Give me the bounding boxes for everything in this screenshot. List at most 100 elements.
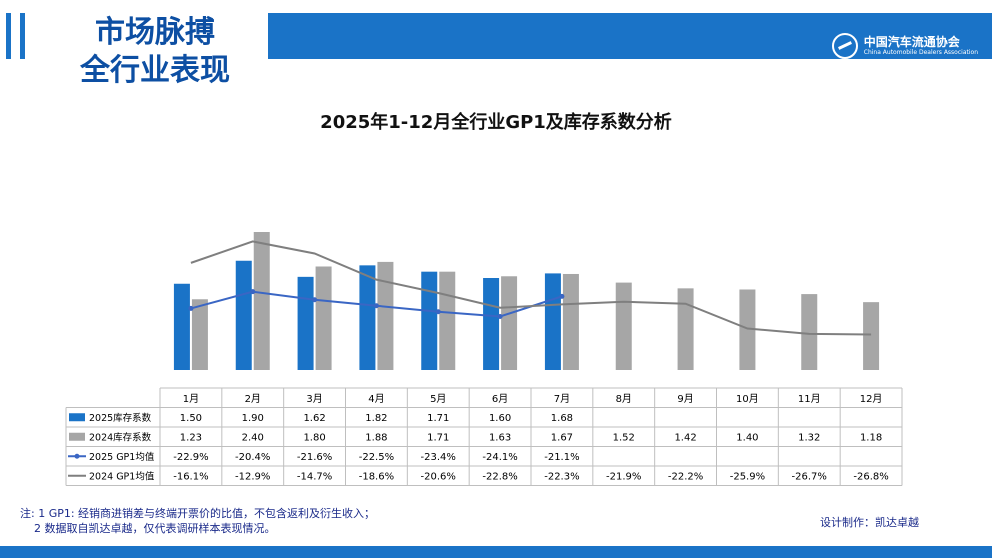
accent-bar-left (6, 13, 11, 59)
cell-2025-gp1-2: -20.4% (235, 452, 270, 463)
bar-2024-2 (253, 232, 270, 370)
brand: 中国汽车流通协会 China Automobile Dealers Associ… (831, 33, 978, 59)
cell-2025-inventory-7: 1.68 (551, 413, 573, 424)
bar-2025-4 (359, 265, 376, 370)
bar-2024-1 (191, 299, 208, 370)
point-2025-gp1-7 (559, 293, 565, 299)
category-label-1: 1月 (183, 393, 199, 405)
cell-2025-inventory-2: 1.90 (242, 413, 264, 424)
bottom-bar (0, 546, 992, 558)
cell-2024-gp1-2: -12.9% (235, 471, 270, 482)
cell-2024-inventory-5: 1.71 (427, 432, 449, 443)
footnote-2: 2 数据取自凯达卓越，仅代表调研样本表现情况。 (34, 522, 276, 535)
bar-2024-6 (501, 276, 518, 370)
category-label-5: 5月 (430, 393, 446, 405)
bar-2025-5 (421, 271, 438, 370)
cell-2024-inventory-9: 1.42 (674, 432, 696, 443)
category-label-6: 6月 (492, 393, 508, 405)
category-label-10: 10月 (736, 393, 759, 405)
bar-2024-4 (377, 261, 394, 370)
brand-name-zh: 中国汽车流通协会 (863, 35, 960, 49)
bar-2025-1 (173, 283, 190, 370)
cell-2025-inventory-6: 1.60 (489, 413, 511, 424)
bar-2025-3 (297, 276, 314, 370)
cell-2025-gp1-1: -22.9% (173, 452, 208, 463)
header-band: 中国汽车流通协会 China Automobile Dealers Associ… (268, 13, 992, 59)
category-label-9: 9月 (677, 393, 693, 405)
bar-2024-12 (863, 302, 880, 370)
cell-2024-gp1-8: -21.9% (606, 471, 641, 482)
category-label-8: 8月 (616, 393, 632, 405)
bar-2024-9 (677, 288, 694, 370)
design-credit: 设计制作：凯达卓越 (820, 516, 919, 529)
brand-name-en: China Automobile Dealers Association (863, 49, 978, 56)
footnotes: 注: 1 GP1: 经销商进销差与终端开票价的比值，不包含返利及衍生收入； 2 … (20, 506, 375, 536)
section-title: 市场脉搏 全行业表现 (55, 14, 255, 90)
bar-2025-2 (235, 260, 252, 370)
bar-2024-5 (439, 271, 456, 370)
bar-2024-11 (801, 294, 818, 370)
cell-2024-gp1-12: -26.8% (853, 471, 888, 482)
cell-2024-gp1-6: -22.8% (482, 471, 517, 482)
legend-key-2025-inventory (69, 413, 85, 422)
cell-2024-inventory-10: 1.40 (736, 432, 758, 443)
cell-2024-gp1-3: -14.7% (297, 471, 332, 482)
cell-2024-gp1-10: -25.9% (730, 471, 765, 482)
line-2024-gp1 (190, 240, 872, 336)
cell-2024-gp1-7: -22.3% (544, 471, 579, 482)
cell-2024-inventory-12: 1.18 (860, 432, 882, 443)
cell-2025-inventory-4: 1.82 (365, 413, 387, 424)
cell-2024-inventory-4: 1.88 (365, 432, 387, 443)
legend-label-2025-gp1: 2025 GP1均值 (89, 451, 155, 463)
cell-2025-gp1-3: -21.6% (297, 452, 332, 463)
accent-bar-left-2 (20, 13, 25, 59)
legend-key-2024-inventory (69, 432, 85, 441)
cell-2024-inventory-2: 2.40 (242, 432, 264, 443)
cell-2025-inventory-3: 1.62 (303, 413, 325, 424)
bar-2024-10 (739, 289, 756, 370)
category-label-11: 11月 (798, 393, 821, 405)
section-title-line2: 全行业表现 (80, 53, 230, 88)
cell-2024-inventory-3: 1.80 (303, 432, 325, 443)
cell-2024-inventory-6: 1.63 (489, 432, 511, 443)
point-2025-gp1-6 (497, 313, 503, 319)
cell-2025-gp1-5: -23.4% (421, 452, 456, 463)
point-2025-gp1-3 (312, 297, 318, 303)
category-label-7: 7月 (554, 393, 570, 405)
cell-2025-gp1-7: -21.1% (544, 452, 579, 463)
legend-label-2025-inventory: 2025库存系数 (89, 412, 152, 424)
cell-2024-inventory-11: 1.32 (798, 432, 820, 443)
cell-2024-gp1-11: -26.7% (792, 471, 827, 482)
cell-2024-inventory-7: 1.67 (551, 432, 573, 443)
category-label-4: 4月 (368, 393, 384, 405)
category-label-3: 3月 (306, 393, 322, 405)
cell-2024-gp1-5: -20.6% (421, 471, 456, 482)
category-label-2: 2月 (245, 393, 261, 405)
point-2025-gp1-4 (373, 303, 379, 309)
bar-2025-7 (544, 273, 561, 370)
cell-2024-gp1-4: -18.6% (359, 471, 394, 482)
legend-label-2024-gp1: 2024 GP1均值 (89, 470, 155, 482)
bar-2024-3 (315, 266, 332, 370)
cell-2025-gp1-4: -22.5% (359, 452, 394, 463)
cell-2025-inventory-5: 1.71 (427, 413, 449, 424)
bar-2024-7 (562, 273, 579, 370)
legend-label-2024-inventory: 2024库存系数 (89, 431, 152, 443)
chart-title: 2025年1-12月全行业GP1及库存系数分析 (320, 112, 672, 133)
cell-2024-inventory-8: 1.52 (613, 432, 635, 443)
section-title-line1: 市场脉搏 (95, 15, 215, 50)
bar-2025-6 (483, 278, 500, 370)
point-2025-gp1-1 (188, 305, 194, 311)
cell-2024-gp1-1: -16.1% (173, 471, 208, 482)
cell-2025-inventory-1: 1.50 (180, 413, 202, 424)
legend-marker-2025-gp1 (74, 453, 80, 459)
cell-2025-gp1-6: -24.1% (482, 452, 517, 463)
footnote-1: 注: 1 GP1: 经销商进销差与终端开票价的比值，不包含返利及衍生收入； (20, 507, 376, 520)
category-label-12: 12月 (860, 393, 883, 405)
brand-logo-icon (831, 33, 858, 59)
point-2025-gp1-5 (435, 309, 441, 315)
bar-2024-8 (615, 282, 632, 370)
cell-2024-inventory-1: 1.23 (180, 432, 202, 443)
cell-2024-gp1-9: -22.2% (668, 471, 703, 482)
